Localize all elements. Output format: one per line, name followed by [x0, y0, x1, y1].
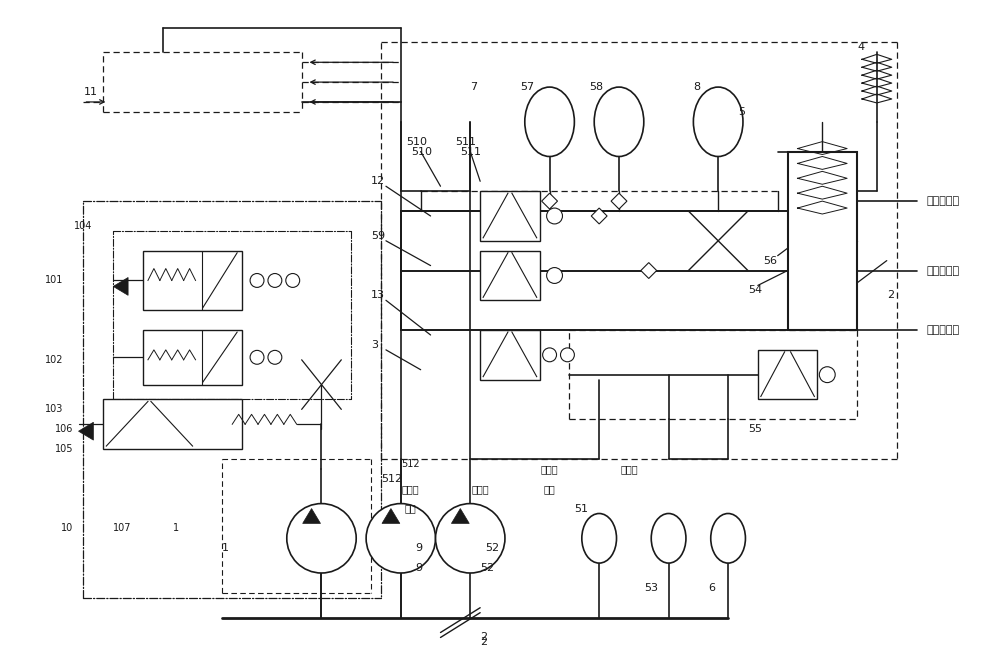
Text: 2: 2 [887, 290, 894, 300]
Text: 3: 3 [371, 340, 378, 350]
Circle shape [547, 267, 562, 283]
Polygon shape [113, 277, 128, 295]
Text: 510: 510 [406, 137, 427, 147]
Circle shape [250, 273, 264, 287]
Text: 54: 54 [748, 285, 762, 295]
Text: 11: 11 [83, 87, 97, 97]
Circle shape [547, 208, 562, 224]
Bar [143, 330, 242, 385]
Polygon shape [542, 193, 558, 209]
Ellipse shape [711, 513, 745, 563]
Text: 103: 103 [45, 405, 64, 414]
Text: 104: 104 [74, 221, 92, 231]
Text: 512: 512 [381, 474, 402, 484]
Text: 系统: 系统 [544, 484, 555, 494]
Text: 去后桥系统: 去后桥系统 [926, 265, 960, 275]
Bar [758, 350, 817, 399]
Circle shape [819, 366, 835, 383]
Text: 去工作: 去工作 [541, 464, 558, 474]
Text: 102: 102 [45, 355, 64, 364]
Text: 53: 53 [644, 583, 658, 593]
Text: 12: 12 [371, 176, 385, 186]
Text: 57: 57 [520, 82, 534, 92]
Polygon shape [303, 509, 321, 523]
Text: 510: 510 [411, 147, 432, 157]
Text: 9: 9 [416, 543, 423, 553]
Circle shape [268, 350, 282, 364]
Text: 1: 1 [222, 543, 229, 553]
Text: 去油箱: 去油箱 [471, 484, 489, 494]
Circle shape [366, 504, 436, 573]
Bar [480, 330, 540, 380]
Bar [103, 399, 242, 449]
Bar [480, 191, 540, 241]
Circle shape [286, 273, 300, 287]
Text: 13: 13 [371, 290, 385, 300]
Text: 5: 5 [738, 107, 745, 117]
Polygon shape [591, 208, 607, 224]
Text: 511: 511 [455, 137, 476, 147]
Bar [788, 151, 857, 330]
Circle shape [268, 273, 282, 287]
Text: 105: 105 [55, 444, 74, 454]
Polygon shape [451, 509, 469, 523]
Circle shape [543, 348, 557, 362]
Ellipse shape [651, 513, 686, 563]
Text: 2: 2 [480, 632, 487, 643]
Text: 2: 2 [480, 637, 487, 647]
Polygon shape [641, 263, 657, 279]
Circle shape [287, 504, 356, 573]
Text: 7: 7 [470, 82, 477, 92]
Ellipse shape [525, 87, 574, 157]
Text: 51: 51 [574, 504, 588, 513]
Circle shape [436, 504, 505, 573]
Ellipse shape [594, 87, 644, 157]
Ellipse shape [693, 87, 743, 157]
Text: 系统: 系统 [405, 504, 417, 513]
Text: 52: 52 [480, 563, 494, 573]
Text: 10: 10 [61, 523, 74, 533]
Text: 去油箱: 去油箱 [620, 464, 638, 474]
Text: 1: 1 [173, 523, 179, 533]
Text: 去工作: 去工作 [402, 484, 420, 494]
Polygon shape [611, 193, 627, 209]
Circle shape [250, 350, 264, 364]
Text: 6: 6 [708, 583, 715, 593]
Text: 512: 512 [401, 459, 419, 469]
Text: 55: 55 [748, 424, 762, 434]
Ellipse shape [582, 513, 617, 563]
Text: 511: 511 [460, 147, 481, 157]
Bar [480, 251, 540, 300]
Text: 9: 9 [416, 563, 423, 573]
Text: 101: 101 [45, 275, 64, 285]
Text: 107: 107 [113, 523, 132, 533]
Text: 去前桥系统: 去前桥系统 [926, 196, 960, 206]
Text: 52: 52 [485, 543, 499, 553]
Text: 去驻车系统: 去驻车系统 [926, 325, 960, 335]
Text: 56: 56 [763, 256, 777, 265]
Text: 59: 59 [371, 231, 385, 241]
Polygon shape [382, 509, 400, 523]
Text: 58: 58 [589, 82, 603, 92]
Text: 106: 106 [55, 424, 74, 434]
Text: 8: 8 [693, 82, 701, 92]
Bar [143, 251, 242, 310]
Circle shape [560, 348, 574, 362]
Text: 4: 4 [857, 42, 864, 52]
Polygon shape [79, 422, 93, 440]
